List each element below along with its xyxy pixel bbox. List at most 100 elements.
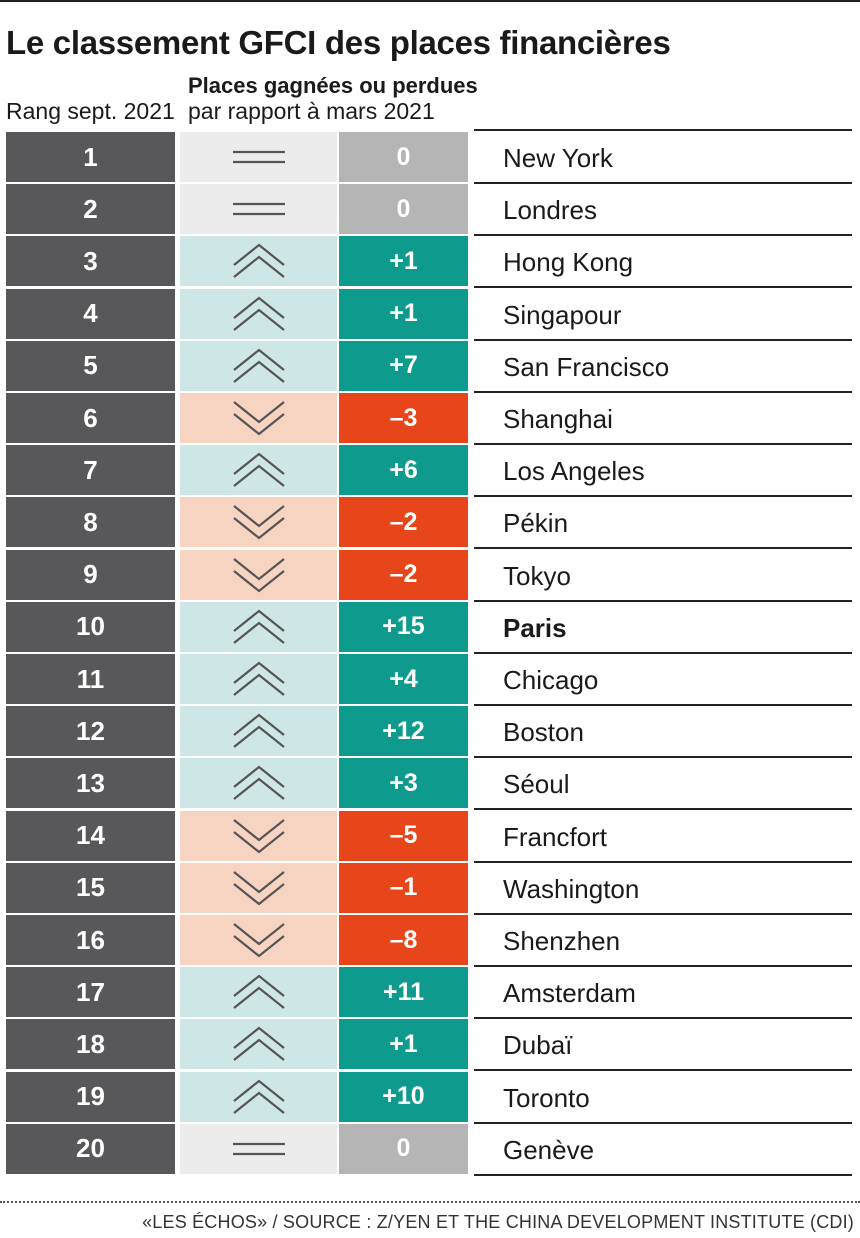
city-name: Toronto	[503, 1082, 590, 1113]
city-name: Francfort	[503, 821, 608, 852]
change-value-cell: +7	[339, 340, 468, 391]
city-cell: Los Angeles	[474, 445, 852, 498]
up-chevron-icon	[232, 296, 285, 331]
trend-cell	[180, 758, 337, 809]
change-value-cell: +12	[339, 706, 468, 757]
trend-cell	[180, 967, 337, 1018]
city-cell: San Francisco	[474, 341, 852, 393]
table-row: 4 +1 Singapour	[0, 288, 860, 341]
table-row: 1 0 New York	[0, 132, 860, 184]
city-name: Chicago	[503, 665, 599, 695]
rank-cell: 20	[6, 1123, 175, 1174]
city-name: Pékin	[503, 508, 569, 539]
city-cell: Londres	[474, 184, 852, 237]
trend-cell	[180, 445, 337, 496]
table-row: 2 0 Londres	[0, 184, 860, 237]
trend-cell	[180, 601, 337, 652]
rank-cell: 2	[6, 184, 175, 235]
down-chevron-icon	[232, 401, 285, 436]
table-row: 18 +1 Dubaï	[0, 1019, 860, 1072]
city-name: Singapour	[503, 299, 622, 330]
city-name: Londres	[503, 195, 597, 226]
rank-cell: 7	[6, 445, 175, 496]
city-name: Shanghai	[503, 404, 613, 434]
city-cell: Paris	[474, 602, 852, 654]
city-name: San Francisco	[503, 351, 670, 382]
footer-divider	[0, 1201, 860, 1203]
city-name: Paris	[503, 612, 567, 643]
city-cell: Amsterdam	[474, 967, 852, 1020]
change-value-cell: –3	[339, 393, 468, 443]
city-cell: Chicago	[474, 654, 852, 706]
trend-cell	[180, 1123, 337, 1174]
change-value-cell: +4	[339, 654, 468, 704]
change-value-cell: +15	[339, 601, 468, 652]
trend-cell	[180, 236, 337, 287]
rank-cell: 10	[6, 601, 175, 652]
city-cell: Hong Kong	[474, 236, 852, 289]
up-chevron-icon	[232, 348, 285, 383]
up-chevron-icon	[232, 1079, 285, 1114]
table-row: 13 +3 Séoul	[0, 758, 860, 811]
city-cell: Dubaï	[474, 1019, 852, 1072]
city-cell: Singapour	[474, 289, 852, 341]
rank-cell: 17	[6, 967, 175, 1018]
trend-cell	[180, 288, 337, 339]
rank-cell: 16	[6, 915, 175, 965]
change-value-cell: 0	[339, 132, 468, 182]
rank-cell: 6	[6, 393, 175, 443]
change-value-cell: 0	[339, 184, 468, 235]
change-value-cell: –8	[339, 915, 468, 965]
city-name: Séoul	[503, 769, 570, 800]
change-value-cell: +6	[339, 445, 468, 496]
trend-cell	[180, 706, 337, 757]
trend-cell	[180, 497, 337, 548]
up-chevron-icon	[232, 243, 285, 279]
table-row: 6 –3 Shanghai	[0, 393, 860, 445]
rank-column-header: Rang sept. 2021	[6, 98, 175, 124]
source-note: «LES ÉCHOS» / SOURCE : Z/YEN ET THE CHIN…	[142, 1212, 854, 1232]
rank-cell: 3	[6, 236, 175, 287]
down-chevron-icon	[232, 870, 285, 906]
chart-title: Le classement GFCI des places financière…	[6, 24, 671, 61]
city-name: Tokyo	[503, 560, 571, 591]
city-cell: Shanghai	[474, 393, 852, 445]
down-chevron-icon	[232, 923, 285, 958]
trend-cell	[180, 184, 337, 235]
table-row: 7 +6 Los Angeles	[0, 445, 860, 498]
change-value-cell: 0	[339, 1123, 468, 1174]
rank-cell: 14	[6, 810, 175, 861]
city-name: Amsterdam	[503, 978, 636, 1009]
trend-cell	[180, 810, 337, 861]
equal-icon	[232, 1142, 285, 1155]
city-name: Boston	[503, 717, 584, 748]
city-cell: New York	[474, 132, 852, 184]
trend-cell	[180, 132, 337, 182]
up-chevron-icon	[232, 609, 285, 644]
trend-cell	[180, 1019, 337, 1070]
up-chevron-icon	[232, 452, 285, 488]
rank-cell: 18	[6, 1019, 175, 1070]
city-cell: Toronto	[474, 1072, 852, 1124]
change-value-cell: +1	[339, 288, 468, 339]
rank-cell: 15	[6, 862, 175, 913]
change-column-subheader: par rapport à mars 2021	[188, 98, 435, 124]
up-chevron-icon	[232, 974, 285, 1010]
up-chevron-icon	[232, 765, 285, 801]
city-name: Hong Kong	[503, 247, 634, 278]
table-row: 20 0 Genève	[0, 1123, 860, 1176]
city-cell: Francfort	[474, 811, 852, 863]
change-value-cell: +1	[339, 1019, 468, 1070]
down-chevron-icon	[232, 557, 285, 593]
up-chevron-icon	[232, 713, 285, 749]
down-chevron-icon	[232, 505, 285, 540]
city-name: Dubaï	[503, 1030, 573, 1061]
equal-icon	[232, 203, 285, 216]
change-column-header: Places gagnées ou perdues	[188, 73, 478, 98]
rank-cell: 12	[6, 706, 175, 757]
change-value-cell: +1	[339, 236, 468, 287]
top-rule	[0, 0, 860, 2]
table-row: 16 –8 Shenzhen	[0, 915, 860, 967]
table-row: 10 +15 Paris	[0, 601, 860, 654]
trend-cell	[180, 393, 337, 443]
